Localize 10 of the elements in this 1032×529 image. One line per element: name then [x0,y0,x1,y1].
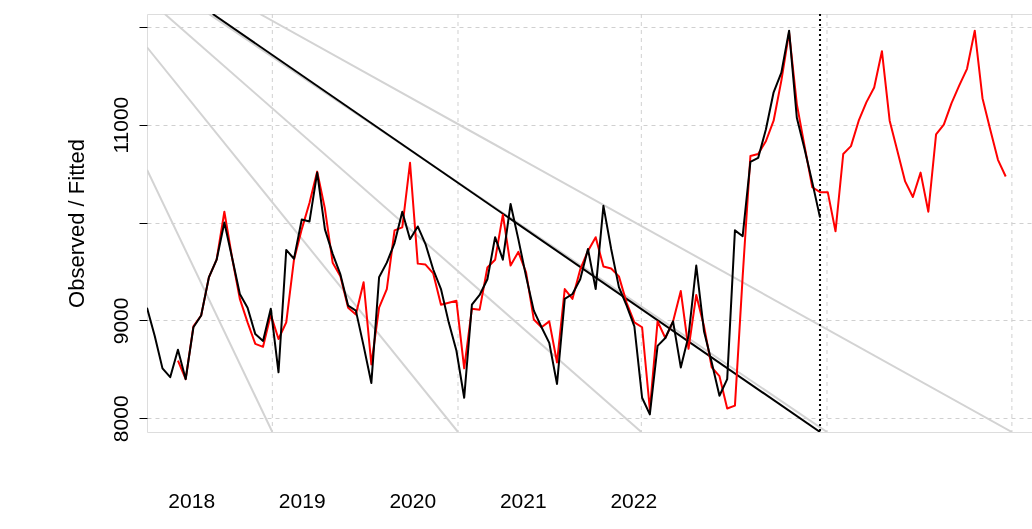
y-tick-label: 11000 [108,96,132,154]
x-tick-label: 2021 [499,488,547,512]
y-tick-label: 8000 [108,395,132,443]
line-series [176,29,1007,411]
x-tick-label: 2020 [389,488,437,512]
x-tick-label: 2022 [610,488,658,512]
x-tick-label: 2019 [278,488,326,512]
y-axis-title: Observed / Fitted [63,139,89,308]
x-tick-label: 2018 [168,488,216,512]
y-tick-label: 9000 [108,297,132,345]
